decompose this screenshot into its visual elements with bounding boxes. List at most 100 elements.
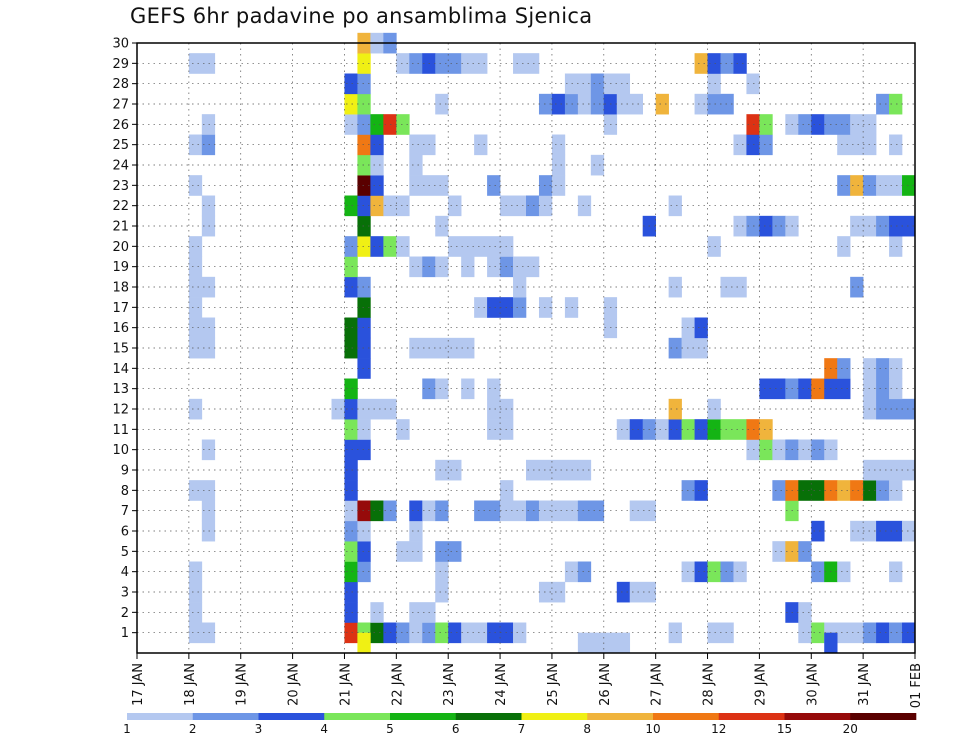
heatmap-cell [889, 480, 903, 501]
heatmap-cell [344, 500, 358, 522]
heatmap-cell [811, 439, 825, 461]
heatmap-cell [188, 398, 203, 420]
y-tick-label: 15 [112, 342, 129, 357]
chart-title: GEFS 6hr padavine po ansamblima Sjenica [130, 4, 593, 28]
heatmap-cell [863, 459, 916, 481]
heatmap-cell [733, 561, 747, 583]
heatmap-cell [461, 622, 488, 644]
heatmap-cell [513, 622, 527, 644]
heatmap-cell [344, 480, 358, 501]
heatmap-cell [344, 195, 358, 217]
heatmap-cell [889, 378, 903, 400]
x-tick-label: 23 JAN [442, 663, 457, 706]
heatmap-cell [538, 581, 566, 603]
heatmap-cell [448, 236, 514, 257]
heatmap-cell [824, 632, 838, 654]
colorbar-segment [784, 713, 851, 720]
heatmap-cell [396, 541, 423, 562]
x-tick-label: 18 JAN [183, 663, 198, 706]
y-tick-label: 17 [112, 301, 129, 316]
heatmap-cell [344, 622, 358, 644]
heatmap-cell [538, 175, 553, 196]
heatmap-cell [344, 459, 358, 481]
heatmap-cell [357, 520, 371, 542]
heatmap-cell [370, 602, 384, 623]
heatmap-cell [448, 195, 462, 217]
heatmap-cell [707, 561, 721, 583]
heatmap-cell [435, 53, 462, 74]
heatmap-cell [357, 419, 371, 440]
heatmap-cell [370, 175, 384, 196]
heatmap-cell [344, 398, 358, 420]
heatmap-cell [487, 256, 501, 278]
heatmap-cell [435, 500, 449, 522]
heatmap-cell [798, 378, 812, 400]
y-tick-label: 4 [121, 565, 129, 580]
heatmap-cell [409, 154, 423, 176]
colorbar-segment [850, 713, 917, 720]
heatmap-cell [707, 419, 721, 440]
heatmap-cell [513, 276, 527, 298]
heatmap-cell [474, 500, 501, 522]
heatmap-cell [435, 561, 449, 583]
heatmap-cell [759, 378, 786, 400]
heatmap-cell [370, 154, 384, 176]
heatmap-cell [668, 337, 682, 359]
heatmap-cell [720, 561, 734, 583]
heatmap-cell [798, 622, 812, 644]
x-tick-label: 21 JAN [338, 663, 353, 706]
heatmap-cell [357, 195, 371, 217]
heatmap-cell [344, 520, 358, 542]
heatmap-cell [694, 93, 708, 115]
y-tick-label: 20 [112, 240, 129, 255]
heatmap-cell [448, 622, 462, 644]
x-tick-label: 24 JAN [494, 663, 509, 706]
y-tick-label: 11 [112, 423, 129, 438]
x-tick-label: 19 JAN [235, 663, 250, 706]
heatmap-cell [798, 480, 825, 501]
heatmap-cell [889, 236, 903, 257]
heatmap-cell [876, 622, 890, 644]
heatmap-cell [889, 358, 903, 379]
heatmap-cell [357, 236, 371, 257]
x-tick-label: 22 JAN [390, 663, 405, 706]
heatmap-cell [435, 378, 449, 400]
heatmap-cell [474, 297, 488, 318]
heatmap-cell [344, 236, 358, 257]
heatmap-cell [733, 53, 747, 74]
heatmap-cell [344, 602, 358, 623]
heatmap-cell [370, 195, 384, 217]
colorbar-label: 3 [255, 722, 263, 736]
heatmap-cell [824, 378, 851, 400]
heatmap-cell [655, 419, 669, 440]
heatmap-cell [188, 256, 203, 278]
heatmap-cell [876, 520, 903, 542]
heatmap-cell [188, 175, 203, 196]
heatmap-cell [487, 378, 501, 400]
heatmap-cell [396, 236, 410, 257]
heatmap-cell [201, 134, 216, 156]
heatmap-cell [850, 175, 864, 196]
heatmap-cell [876, 398, 916, 420]
heatmap-cell [837, 134, 877, 156]
y-tick-label: 28 [112, 77, 129, 92]
heatmap-cell [629, 500, 656, 522]
heatmap-cell [370, 114, 384, 135]
colorbar-label: 5 [386, 722, 394, 736]
y-tick-label: 1 [121, 626, 129, 641]
heatmap-cell [188, 480, 216, 501]
heatmap-cell [876, 358, 890, 379]
y-tick-label: 30 [112, 37, 129, 52]
heatmap-cell [396, 622, 410, 644]
heatmap-cell [837, 358, 851, 379]
heatmap-cell [668, 419, 682, 440]
colorbar-label: 1 [123, 722, 131, 736]
heatmap-cell [487, 175, 501, 196]
colorbar-segment [718, 713, 785, 720]
x-tick-label: 27 JAN [650, 663, 665, 706]
heatmap-cell [798, 541, 812, 562]
heatmap-cell [357, 73, 371, 95]
colorbar-segment [521, 713, 588, 720]
heatmap-cell [357, 297, 371, 318]
heatmap-cell [733, 134, 747, 156]
